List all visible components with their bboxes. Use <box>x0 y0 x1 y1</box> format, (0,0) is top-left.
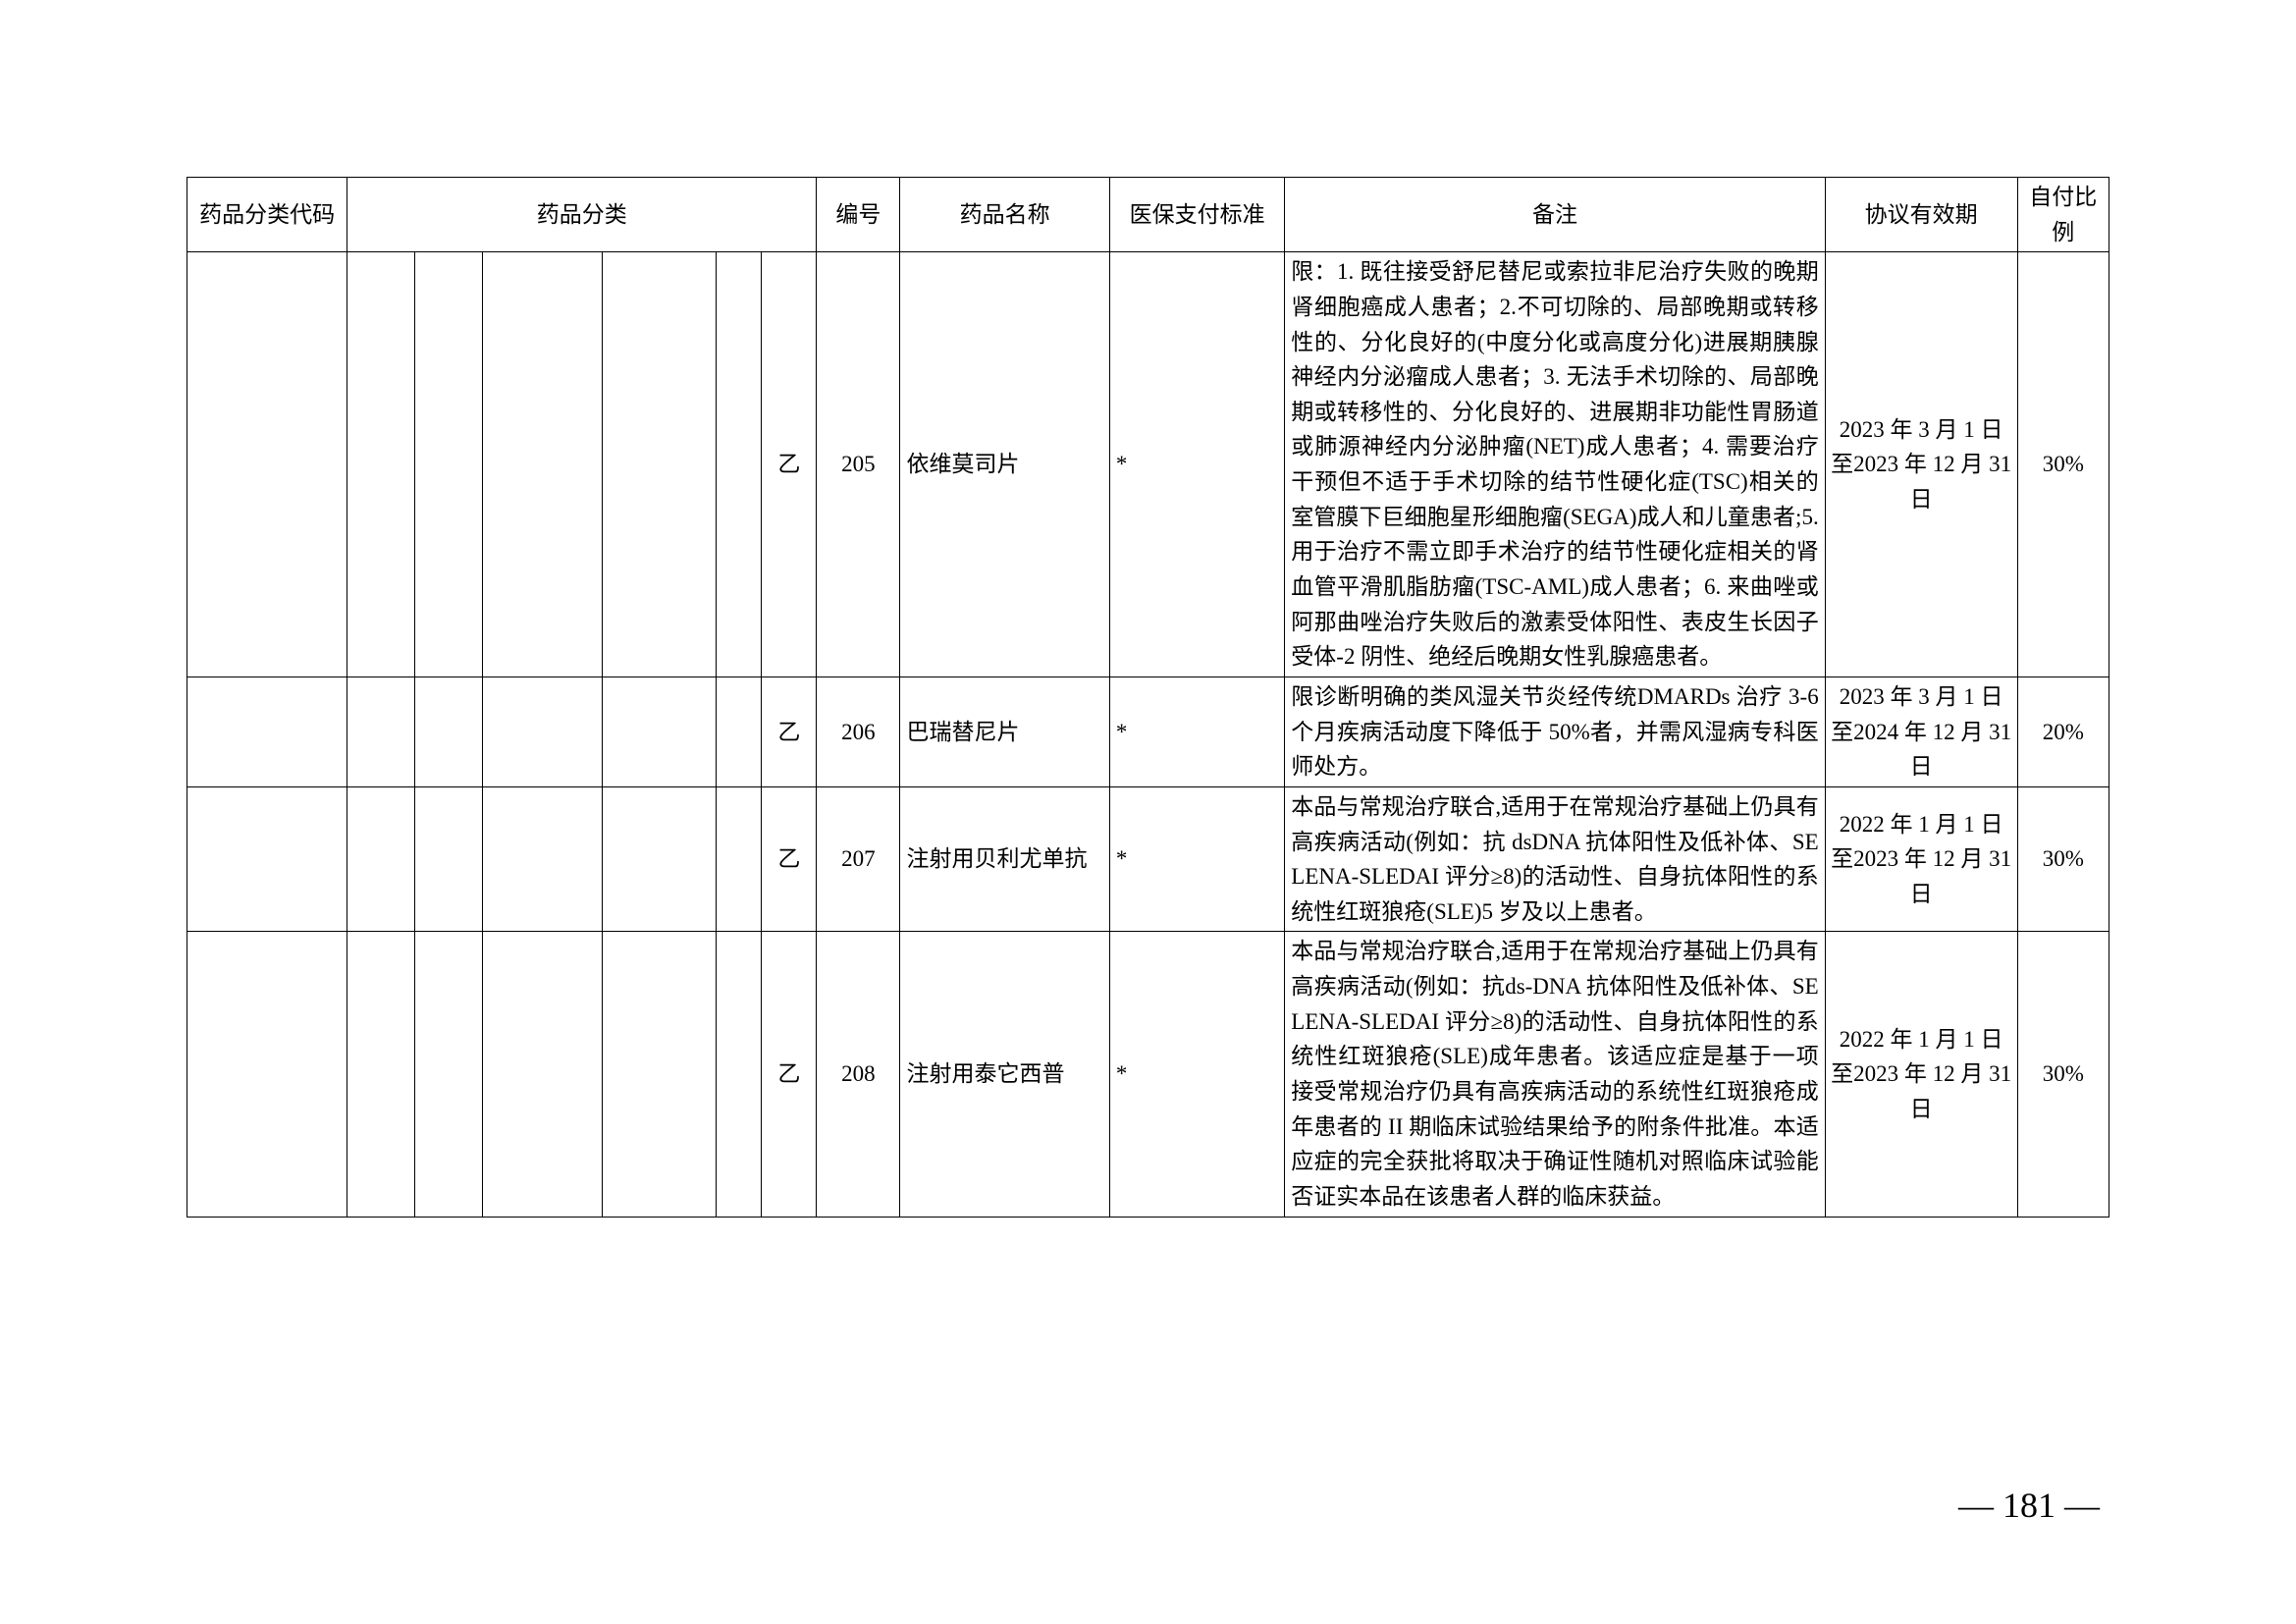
cell-cat-a <box>347 786 415 932</box>
cell-code <box>187 677 347 786</box>
header-valid: 协议有效期 <box>1825 178 2017 252</box>
header-category: 药品分类 <box>347 178 817 252</box>
cell-cat-c <box>482 252 602 677</box>
cell-cat-e <box>716 786 762 932</box>
cell-class: 乙 <box>762 786 817 932</box>
table-body: 乙 205 依维莫司片 * 限：1. 既往接受舒尼替尼或索拉非尼治疗失败的晚期肾… <box>187 252 2109 1217</box>
cell-code <box>187 252 347 677</box>
cell-number: 207 <box>817 786 900 932</box>
cell-number: 208 <box>817 932 900 1217</box>
cell-cat-a <box>347 252 415 677</box>
cell-name: 依维莫司片 <box>900 252 1109 677</box>
cell-code <box>187 786 347 932</box>
cell-cat-e <box>716 677 762 786</box>
cell-cat-d <box>603 932 716 1217</box>
cell-valid: 2023 年 3 月 1 日至2024 年 12 月 31 日 <box>1825 677 2017 786</box>
cell-valid: 2022 年 1 月 1 日至2023 年 12 月 31 日 <box>1825 786 2017 932</box>
cell-ratio: 20% <box>2017 677 2109 786</box>
cell-number: 205 <box>817 252 900 677</box>
table-row: 乙 205 依维莫司片 * 限：1. 既往接受舒尼替尼或索拉非尼治疗失败的晚期肾… <box>187 252 2109 677</box>
table-row: 乙 208 注射用泰它西普 * 本品与常规治疗联合,适用于在常规治疗基础上仍具有… <box>187 932 2109 1217</box>
cell-ratio: 30% <box>2017 932 2109 1217</box>
cell-name: 注射用泰它西普 <box>900 932 1109 1217</box>
cell-standard: * <box>1109 677 1284 786</box>
cell-code <box>187 932 347 1217</box>
cell-standard: * <box>1109 932 1284 1217</box>
cell-class: 乙 <box>762 252 817 677</box>
cell-cat-a <box>347 677 415 786</box>
cell-cat-e <box>716 932 762 1217</box>
cell-ratio: 30% <box>2017 252 2109 677</box>
drug-table: 药品分类代码 药品分类 编号 药品名称 医保支付标准 备注 协议有效期 自付比例… <box>187 177 2109 1218</box>
cell-number: 206 <box>817 677 900 786</box>
cell-cat-c <box>482 677 602 786</box>
cell-cat-b <box>415 932 483 1217</box>
cell-standard: * <box>1109 252 1284 677</box>
cell-name: 注射用贝利尤单抗 <box>900 786 1109 932</box>
header-name: 药品名称 <box>900 178 1109 252</box>
table-row: 乙 206 巴瑞替尼片 * 限诊断明确的类风湿关节炎经传统DMARDs 治疗 3… <box>187 677 2109 786</box>
page-number: — 181 — <box>1958 1485 2100 1526</box>
cell-cat-d <box>603 786 716 932</box>
cell-cat-c <box>482 786 602 932</box>
cell-note: 限：1. 既往接受舒尼替尼或索拉非尼治疗失败的晚期肾细胞癌成人患者；2.不可切除… <box>1285 252 1825 677</box>
cell-cat-b <box>415 677 483 786</box>
cell-cat-a <box>347 932 415 1217</box>
cell-name: 巴瑞替尼片 <box>900 677 1109 786</box>
cell-note: 本品与常规治疗联合,适用于在常规治疗基础上仍具有高疾病活动(例如：抗ds-DNA… <box>1285 932 1825 1217</box>
header-code: 药品分类代码 <box>187 178 347 252</box>
cell-cat-d <box>603 677 716 786</box>
cell-cat-d <box>603 252 716 677</box>
header-standard: 医保支付标准 <box>1109 178 1284 252</box>
cell-class: 乙 <box>762 932 817 1217</box>
table-row: 乙 207 注射用贝利尤单抗 * 本品与常规治疗联合,适用于在常规治疗基础上仍具… <box>187 786 2109 932</box>
cell-cat-b <box>415 252 483 677</box>
cell-class: 乙 <box>762 677 817 786</box>
cell-cat-c <box>482 932 602 1217</box>
cell-valid: 2022 年 1 月 1 日至2023 年 12 月 31 日 <box>1825 932 2017 1217</box>
cell-ratio: 30% <box>2017 786 2109 932</box>
header-number: 编号 <box>817 178 900 252</box>
table-header-row: 药品分类代码 药品分类 编号 药品名称 医保支付标准 备注 协议有效期 自付比例 <box>187 178 2109 252</box>
cell-note: 限诊断明确的类风湿关节炎经传统DMARDs 治疗 3-6 个月疾病活动度下降低于… <box>1285 677 1825 786</box>
header-note: 备注 <box>1285 178 1825 252</box>
header-ratio: 自付比例 <box>2017 178 2109 252</box>
cell-note: 本品与常规治疗联合,适用于在常规治疗基础上仍具有高疾病活动(例如：抗 dsDNA… <box>1285 786 1825 932</box>
cell-standard: * <box>1109 786 1284 932</box>
cell-cat-e <box>716 252 762 677</box>
cell-cat-b <box>415 786 483 932</box>
cell-valid: 2023 年 3 月 1 日至2023 年 12 月 31 日 <box>1825 252 2017 677</box>
